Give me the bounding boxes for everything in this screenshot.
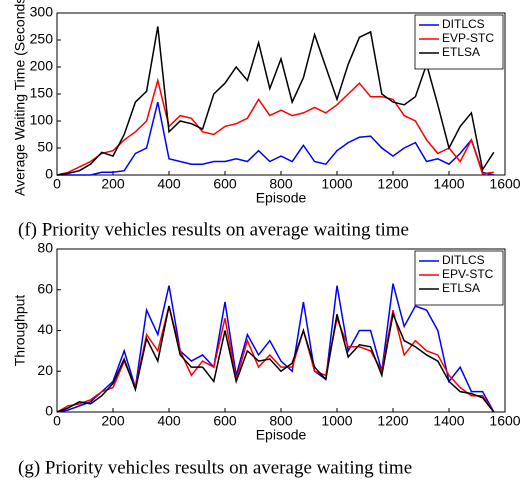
legend-label: EVP-STC (442, 31, 494, 45)
x-tick-label: 1200 (377, 413, 408, 429)
y-axis-label: Throughput (12, 295, 28, 367)
x-tick-label: 1200 (377, 176, 408, 192)
y-axis-label: Average Waiting Time (Seconds) (12, 0, 28, 196)
x-tick-label: 600 (213, 413, 237, 429)
x-axis-label: Episode (256, 427, 307, 443)
x-tick-label: 600 (213, 176, 237, 192)
x-tick-label: 400 (157, 176, 181, 192)
x-tick-label: 400 (157, 413, 181, 429)
x-tick-label: 1000 (321, 413, 352, 429)
y-tick-label: 300 (30, 4, 54, 20)
y-tick-label: 250 (30, 31, 54, 47)
x-tick-label: 800 (269, 413, 293, 429)
series-line (56, 283, 495, 413)
x-tick-label: 1400 (433, 413, 464, 429)
legend-label: EPV-STC (442, 267, 494, 281)
x-tick-label: 800 (269, 176, 293, 192)
legend-label: DITLCS (442, 17, 485, 31)
y-tick-label: 200 (30, 58, 54, 74)
series-line (56, 305, 495, 413)
x-tick-label: 0 (53, 413, 61, 429)
y-tick-label: 150 (30, 85, 54, 101)
x-tick-label: 0 (53, 176, 61, 192)
x-tick-label: 1400 (433, 176, 464, 192)
y-tick-label: 100 (30, 112, 54, 128)
y-tick-label: 60 (37, 280, 53, 296)
series-line (56, 305, 495, 413)
x-tick-label: 200 (101, 176, 125, 192)
y-tick-label: 20 (37, 362, 53, 378)
y-tick-label: 50 (37, 139, 53, 155)
legend-label: ETLSA (442, 45, 480, 59)
x-tick-label: 200 (101, 413, 125, 429)
legend-box (414, 250, 504, 306)
caption: (g) Priority vehicles results on average… (18, 457, 412, 478)
legend-box (414, 14, 504, 70)
y-tick-label: 0 (45, 403, 53, 419)
series-line (56, 26, 495, 176)
legend-label: DITLCS (442, 253, 485, 267)
x-tick-label: 1600 (489, 413, 520, 429)
x-axis-label: Episode (256, 190, 307, 206)
legend-label: ETLSA (442, 281, 480, 295)
y-tick-label: 80 (37, 240, 53, 256)
series-line (56, 77, 494, 176)
y-tick-label: 40 (37, 321, 53, 337)
x-tick-label: 1600 (489, 176, 520, 192)
y-tick-label: 0 (45, 166, 53, 182)
caption: (f) Priority vehicles results on average… (18, 219, 409, 240)
series-line (57, 101, 494, 176)
x-tick-label: 1000 (321, 176, 352, 192)
